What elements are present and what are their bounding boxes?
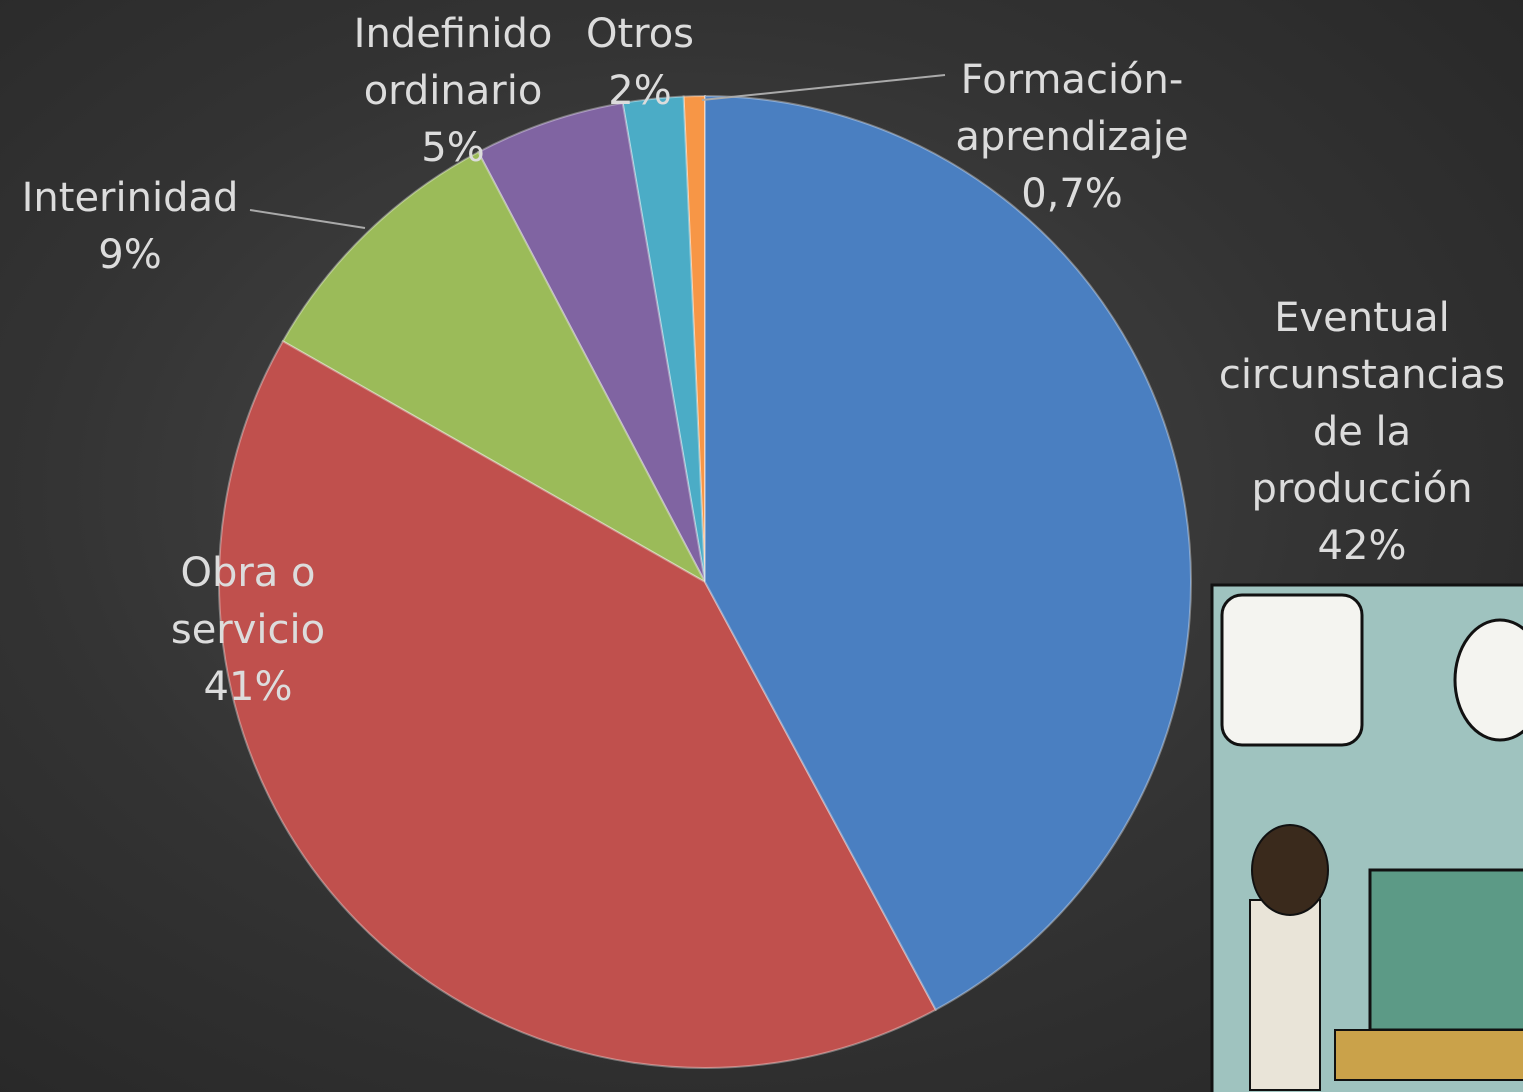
slice-label: Obra o servicio 41%	[148, 545, 348, 716]
slice-label: Otros 2%	[575, 6, 705, 120]
comic-image	[1210, 583, 1523, 1092]
pie-slice	[281, 150, 708, 585]
value-label: 0,7%	[1021, 171, 1123, 217]
category-name: Formación-aprendizaje	[955, 57, 1189, 160]
pie-slice	[704, 94, 1192, 1012]
category-name: Otros	[585, 11, 695, 57]
category-name: Indefinido ordinario	[353, 11, 553, 114]
pie-slice	[621, 95, 706, 583]
leader-line	[249, 209, 366, 229]
slice-label: Indefinido ordinario 5%	[333, 6, 573, 177]
slice-label: Eventual circunstancias de la producción…	[1202, 290, 1522, 575]
value-label: 5%	[421, 125, 485, 171]
value-label: 42%	[1317, 523, 1407, 569]
value-label: 2%	[608, 68, 672, 114]
value-label: 41%	[203, 664, 293, 710]
slice-label: Formación-aprendizaje 0,7%	[937, 52, 1207, 223]
pie-slice	[218, 339, 938, 1069]
slice-label: Interinidad 9%	[0, 170, 260, 284]
category-name: Eventual circunstancias de la producción	[1218, 295, 1506, 512]
category-name: Obra o servicio	[170, 550, 326, 653]
value-label: 9%	[98, 232, 162, 278]
pie-slice	[682, 94, 706, 583]
pie-slice	[476, 101, 706, 583]
leader-line	[701, 74, 946, 101]
category-name: Interinidad	[21, 175, 239, 221]
